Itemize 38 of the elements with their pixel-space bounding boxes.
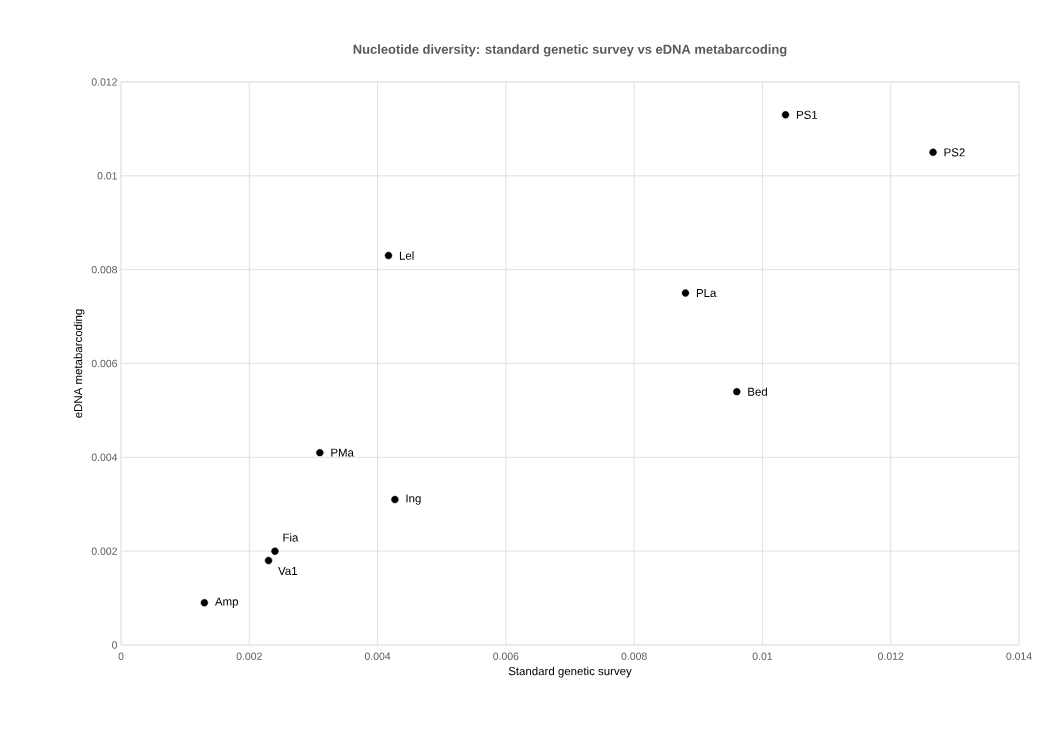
y-tick-label: 0.006 bbox=[91, 359, 118, 368]
annotation: Fia bbox=[283, 533, 299, 542]
y-tick-label: 0.008 bbox=[91, 265, 118, 274]
point bbox=[781, 111, 790, 119]
annotation: Lel bbox=[399, 251, 414, 260]
annotation: Amp bbox=[214, 597, 238, 608]
y-tick-label: 0.002 bbox=[91, 547, 117, 555]
y-tick-label: 0.012 bbox=[91, 78, 117, 86]
point bbox=[271, 547, 279, 555]
x-tick-label: 0.002 bbox=[236, 652, 262, 660]
point bbox=[929, 148, 937, 157]
point bbox=[681, 289, 690, 297]
point bbox=[391, 495, 399, 504]
point bbox=[733, 387, 741, 396]
annotation: Va1 bbox=[278, 567, 298, 576]
x-tick-label: 0.008 bbox=[621, 652, 647, 660]
x-tick-label: 0.01 bbox=[752, 652, 773, 660]
x-axis-title: Standard genetic survey bbox=[508, 666, 632, 678]
x-tick-label: 0.012 bbox=[878, 652, 904, 660]
annotation: PS1 bbox=[796, 110, 818, 119]
x-tick-label: 0.004 bbox=[364, 652, 391, 660]
y-tick-label: 0.004 bbox=[91, 453, 118, 462]
point bbox=[384, 251, 393, 260]
y-tick-label: 0 bbox=[112, 641, 118, 649]
y-tick-label: 0.01 bbox=[97, 172, 117, 180]
x-tick-label: 0.014 bbox=[1006, 652, 1032, 660]
point bbox=[316, 448, 324, 457]
annotation: PS2 bbox=[944, 148, 965, 157]
annotation: Ing bbox=[406, 494, 421, 505]
annotation: PMa bbox=[331, 448, 354, 457]
x-tick-label: 0 bbox=[118, 652, 124, 660]
x-tick-label: 0.006 bbox=[493, 652, 519, 660]
y-axis-title: eDNA metabarcoding bbox=[73, 309, 85, 418]
annotation: Bed bbox=[748, 387, 767, 396]
point bbox=[264, 556, 273, 565]
annotation: PLa bbox=[696, 289, 717, 298]
chart-title: Nucleotide diversity: standard genetic survey vs eDNA metabarcoding bbox=[353, 44, 787, 57]
point bbox=[200, 599, 209, 607]
